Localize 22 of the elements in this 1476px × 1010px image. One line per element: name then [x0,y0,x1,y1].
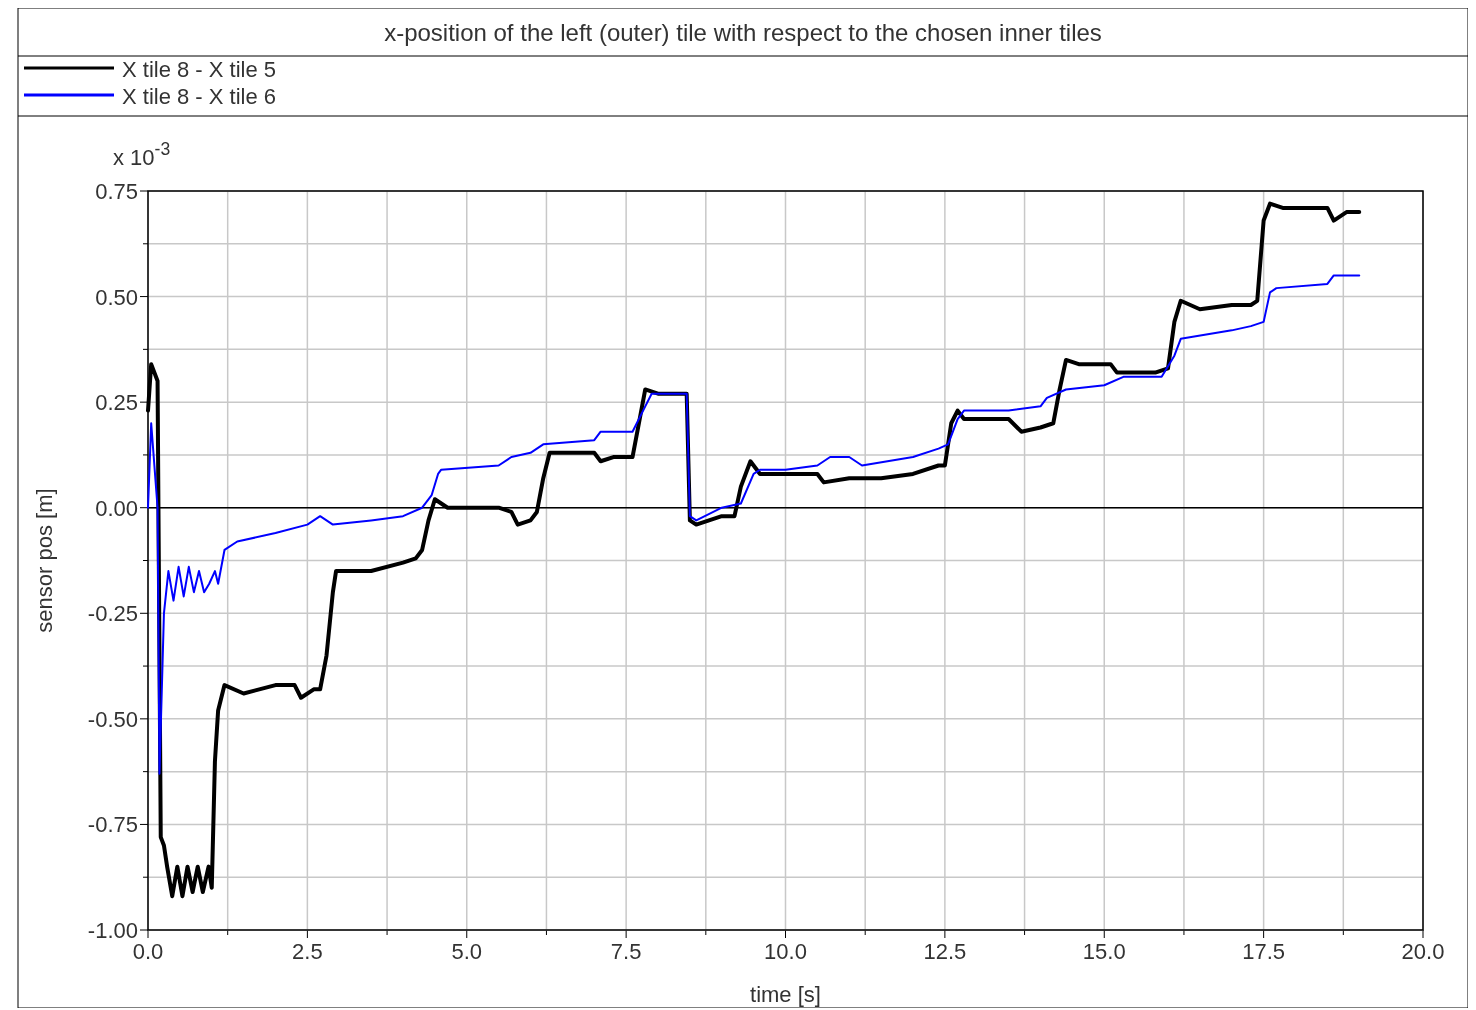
y-tick-label: 0.50 [95,284,138,310]
y-tick-label: 0.25 [95,390,138,416]
y-tick-label: -0.50 [87,706,138,732]
x-tick-label: 10.0 [764,939,807,964]
chart-title: x-position of the left (outer) tile with respect to the chosen inner tiles [384,19,1102,46]
x-tick-label: 12.5 [923,939,967,964]
y-tick-label: -0.25 [87,601,138,627]
legend-label: X tile 8 - X tile 5 [122,57,277,82]
x-axis-title: time [s] [750,982,821,1007]
y-tick-label: 0.75 [95,179,138,204]
legend-label: X tile 8 - X tile 6 [122,84,277,109]
y-tick-label: -0.75 [87,812,138,838]
y-axis-title: sensor pos [m] [32,488,57,633]
y-tick-label: 0.00 [95,495,138,521]
x-tick-label: 20.0 [1401,939,1445,964]
text: x 10$^{-3}$ [113,139,171,170]
x-tick-label: 7.5 [610,939,642,964]
x-tick-label: 2.5 [292,939,323,964]
x-tick-label: 17.5 [1242,939,1286,964]
line-series [147,274,1361,775]
x-tick-label: 15.0 [1082,939,1126,964]
x-tick-label: 5.0 [451,939,483,964]
